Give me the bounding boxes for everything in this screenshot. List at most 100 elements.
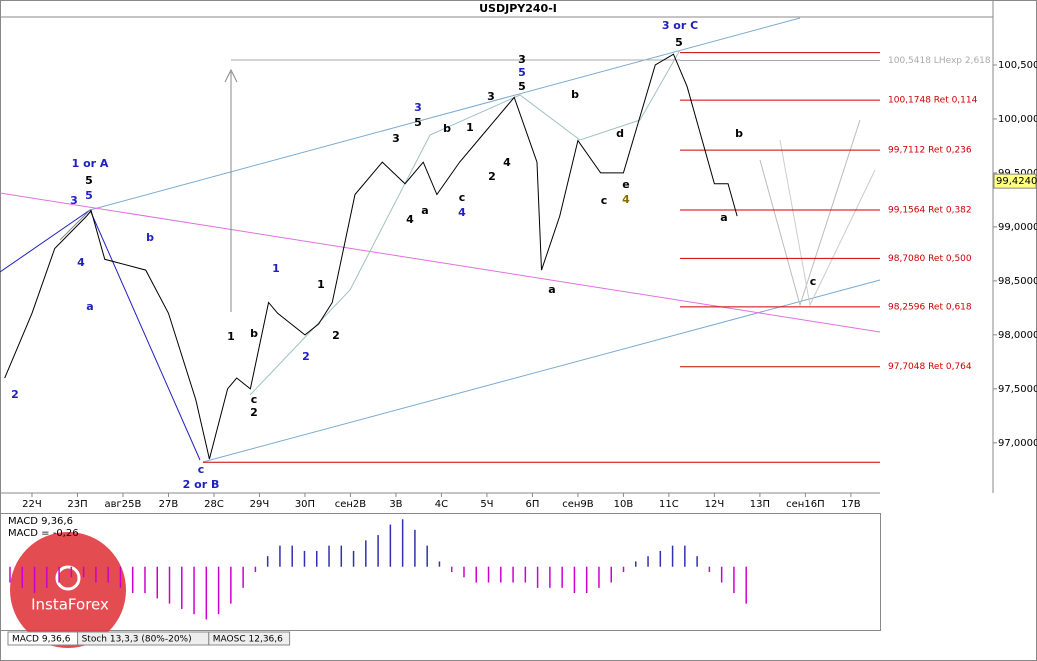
channel-line (202, 279, 881, 463)
wave-label: a (548, 283, 555, 296)
wave-label: 3 (518, 53, 526, 66)
wave-label: 4 (406, 213, 414, 226)
wave-label: 1 (466, 121, 474, 134)
x-tick-label: сен2В (335, 499, 367, 510)
y-tick-label: 99,5000 (998, 168, 1037, 179)
indicator-tab-label: Stoch 13,3,3 (80%-20%) (82, 635, 192, 645)
price-tag-label: 99,4240 (996, 176, 1037, 187)
wave-label: a (86, 300, 93, 313)
indicator-tab-label: MACD 9,36,6 (12, 635, 71, 645)
wave-label: c (251, 393, 258, 406)
wave-line (249, 49, 681, 396)
level-label: 97,7048 Ret 0,764 (888, 362, 972, 372)
wave-label: 5 (85, 174, 93, 187)
projection (759, 119, 861, 307)
wave-label: c (459, 191, 466, 204)
wave-label: 3 (487, 90, 495, 103)
wave-label: b (735, 127, 743, 140)
wave-label: 4 (458, 206, 466, 219)
x-tick-label: 27В (159, 499, 179, 510)
x-tick-label: 5Ч (480, 499, 493, 510)
wave-label: 5 (85, 189, 93, 202)
macd-value: MACD = -0,26 (8, 528, 79, 539)
wave-label: c (810, 275, 817, 288)
wave-label: 2 or B (183, 478, 220, 491)
wave-label: a (720, 211, 727, 224)
wave-label: c (198, 463, 205, 476)
level-label: 100,1748 Ret 0,114 (888, 96, 978, 106)
level-label: 99,7112 Ret 0,236 (888, 146, 972, 156)
y-tick-label: 98,5000 (998, 276, 1037, 287)
price-line (4, 53, 738, 460)
wave-label: 5 (518, 66, 526, 79)
wave-label: 5 (675, 36, 683, 49)
wave-line (59, 209, 91, 241)
x-tick-label: 13П (750, 499, 770, 510)
wave-label: b (571, 88, 579, 101)
wave-label: 2 (332, 329, 340, 342)
x-tick-label: 22Ч (22, 499, 42, 510)
channel-line (89, 17, 801, 211)
x-tick-label: 23П (67, 499, 87, 510)
wave-label: 2 (11, 388, 19, 401)
wave-label: 1 (317, 278, 325, 291)
x-tick-label: сен9В (562, 499, 594, 510)
wave-label: c (601, 194, 608, 207)
x-tick-label: авг25В (105, 499, 142, 510)
arrow-head (224, 68, 238, 83)
level-label: 100,5418 LHexp 2,618 (888, 56, 991, 66)
x-tick-label: 30П (295, 499, 315, 510)
wave-label: 5 (414, 116, 422, 129)
wave-label: b (146, 231, 154, 244)
wave-label: 1 or A (72, 157, 109, 170)
wave-label: 5 (518, 80, 526, 93)
x-tick-label: 11С (659, 499, 679, 510)
wave-label: 4 (503, 156, 511, 169)
brand-logo: InstaForex (10, 532, 126, 648)
y-tick-label: 98,0000 (998, 330, 1037, 341)
wave-label: e (622, 178, 629, 191)
wave-label: d (616, 127, 624, 140)
indicator-tab-label: MAOSC 12,36,6 (213, 635, 283, 645)
y-tick-label: 100,5000 (998, 60, 1037, 71)
y-tick-label: 97,5000 (998, 384, 1037, 395)
brand-text: InstaForex (31, 596, 109, 614)
wave-label: 2 (302, 350, 310, 363)
macd-label: MACD 9,36,6 (8, 516, 73, 527)
wave-label: 1 (227, 330, 235, 343)
wave-label: a (421, 204, 428, 217)
level-label: 99,1564 Ret 0,382 (888, 206, 972, 216)
x-tick-label: 10В (614, 499, 634, 510)
wave-label: 2 (250, 406, 258, 419)
x-tick-label: 4С (435, 499, 448, 510)
x-tick-label: 12Ч (705, 499, 725, 510)
wave-label: 4 (77, 256, 85, 269)
wave-label: 4 (622, 193, 630, 206)
wave-label: 1 (272, 262, 280, 275)
x-tick-label: 3В (389, 499, 402, 510)
projection (779, 139, 876, 307)
trend-line (0, 192, 881, 333)
wave-label: 2 (488, 170, 496, 183)
indicator-tab[interactable] (208, 631, 291, 646)
y-tick-label: 99,0000 (998, 222, 1037, 233)
level-label: 98,7080 Ret 0,500 (888, 254, 972, 264)
wave-label: 3 (70, 194, 78, 207)
wave-label: 3 or C (662, 19, 698, 32)
x-tick-label: 28С (204, 499, 224, 510)
x-tick-label: 17В (841, 499, 861, 510)
x-tick-label: 29Ч (250, 499, 270, 510)
macd-panel (0, 513, 881, 631)
level-label: 98,2596 Ret 0,618 (888, 302, 972, 312)
y-tick-label: 97,0000 (998, 438, 1037, 449)
wave-label: 3 (392, 132, 400, 145)
x-tick-label: сен16П (786, 499, 824, 510)
x-tick-label: 6П (525, 499, 539, 510)
wave-label: 3 (414, 101, 422, 114)
chart-title: USDJPY240-I (479, 2, 557, 15)
wave-label: b (443, 122, 451, 135)
y-tick-label: 100,0000 (998, 114, 1037, 125)
price-tag (993, 173, 1037, 189)
